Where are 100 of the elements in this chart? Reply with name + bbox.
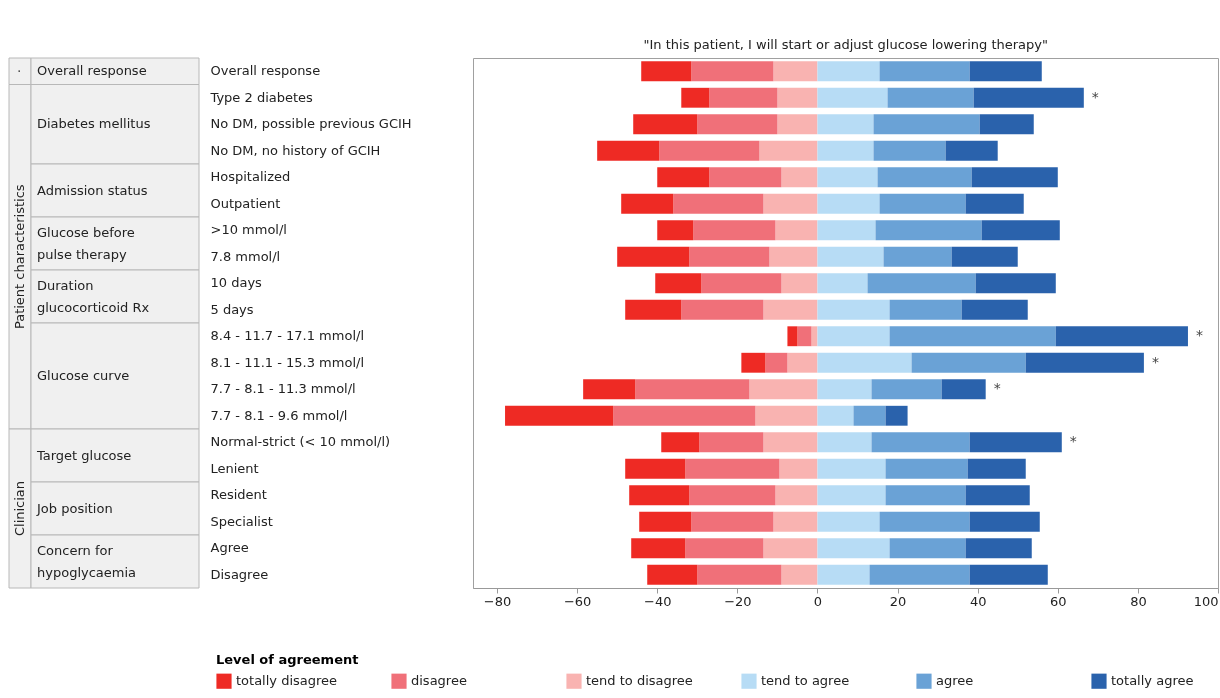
chart-title: "In this patient, I will start or adjust glucose lowering therapy": [643, 36, 1048, 52]
bar: [911, 352, 1026, 373]
bar: [817, 379, 872, 400]
annotation: *: [1195, 327, 1203, 344]
bar: [505, 405, 614, 426]
bar: [965, 193, 1024, 214]
bar: [699, 432, 764, 453]
bar: [817, 61, 880, 82]
bar: [873, 114, 980, 135]
bar: [685, 538, 764, 559]
bar: [817, 458, 886, 479]
bar: [879, 61, 970, 82]
annotation: *: [1091, 88, 1099, 105]
bar: [779, 458, 818, 479]
x-tick-label: −40: [644, 593, 672, 609]
text: Job position: [36, 500, 113, 516]
legend-title: Level of agreement: [216, 652, 359, 667]
bar: [759, 140, 818, 161]
bar: [763, 299, 818, 320]
bar: [969, 432, 1062, 453]
bar: [971, 167, 1058, 188]
bar: [817, 299, 890, 320]
bar: [691, 511, 774, 532]
bar: [817, 167, 878, 188]
bar: [659, 140, 760, 161]
bar: [583, 379, 636, 400]
bar: [765, 352, 788, 373]
bar: [887, 87, 974, 108]
text: Glucose before pulse therapy: [37, 224, 135, 262]
text: Admission status: [37, 182, 148, 198]
bar: [965, 485, 1030, 506]
bar: [817, 220, 876, 241]
bar: [817, 538, 890, 559]
bar: [973, 87, 1084, 108]
bar: [885, 458, 968, 479]
y-tick-label: Type 2 diabetes: [209, 89, 314, 105]
bar: [969, 511, 1040, 532]
bar: [657, 167, 710, 188]
bar: [775, 485, 818, 506]
bar: [817, 273, 868, 294]
bar: [787, 326, 798, 347]
bar: [873, 140, 946, 161]
y-tick-label: 7.8 mmol/l: [210, 248, 281, 264]
y-tick-label: 5 days: [210, 301, 254, 317]
bar: [817, 485, 886, 506]
bar: [689, 485, 776, 506]
bar: [969, 61, 1042, 82]
y-tick-label: Resident: [210, 487, 267, 503]
bar: [709, 87, 778, 108]
bar: [961, 299, 1028, 320]
x-tick-label: 100: [1193, 593, 1219, 609]
y-tick-label: Specialist: [210, 513, 273, 529]
text: Overall response: [37, 63, 147, 79]
x-tick-label: −60: [563, 593, 592, 609]
y-tick-label: Overall response: [210, 63, 321, 79]
bar: [817, 140, 874, 161]
bar: [657, 220, 694, 241]
bar: [811, 326, 818, 347]
y-tick-label: 10 days: [210, 275, 263, 291]
y-tick-label: Agree: [210, 540, 249, 556]
bar: [781, 564, 818, 585]
bar: [817, 352, 912, 373]
text: Clinician: [12, 480, 27, 537]
bar: [965, 538, 1032, 559]
y-tick-label: 7.7 - 8.1 - 9.6 mmol/l: [210, 407, 348, 423]
legend-label: agree: [936, 673, 974, 689]
bar: [689, 246, 770, 267]
text: ·: [12, 69, 27, 74]
bar: [951, 246, 1018, 267]
bar: [749, 379, 818, 400]
y-tick-label: Disagree: [210, 566, 269, 582]
x-tick-label: 40: [969, 593, 987, 609]
legend-label: tend to agree: [761, 673, 850, 689]
bar: [693, 220, 776, 241]
y-tick-label: 8.4 - 11.7 - 17.1 mmol/l: [210, 328, 364, 344]
legend-label: disagree: [411, 673, 467, 689]
bar: [673, 193, 764, 214]
bar: [889, 299, 962, 320]
bar: [625, 458, 686, 479]
bar: [867, 273, 976, 294]
annotation: *: [1069, 433, 1077, 450]
bar: [883, 246, 952, 267]
bar: [817, 511, 880, 532]
bar: [889, 538, 966, 559]
bar: [871, 379, 942, 400]
bar: [777, 87, 818, 108]
bar: [975, 273, 1056, 294]
y-tick-label: 7.7 - 8.1 - 11.3 mmol/l: [210, 381, 356, 397]
text: Diabetes mellitus: [37, 116, 151, 132]
y-tick-label: Outpatient: [210, 195, 281, 211]
bar: [613, 405, 756, 426]
bar: [941, 379, 986, 400]
bar: [597, 140, 660, 161]
bar: [969, 564, 1048, 585]
bar: [769, 246, 818, 267]
bar: [817, 405, 854, 426]
y-tick-label: No DM, no history of GCIH: [210, 142, 381, 158]
bar: [817, 326, 890, 347]
bar: [635, 379, 750, 400]
y-tick-label: No DM, possible previous GCIH: [210, 116, 412, 132]
